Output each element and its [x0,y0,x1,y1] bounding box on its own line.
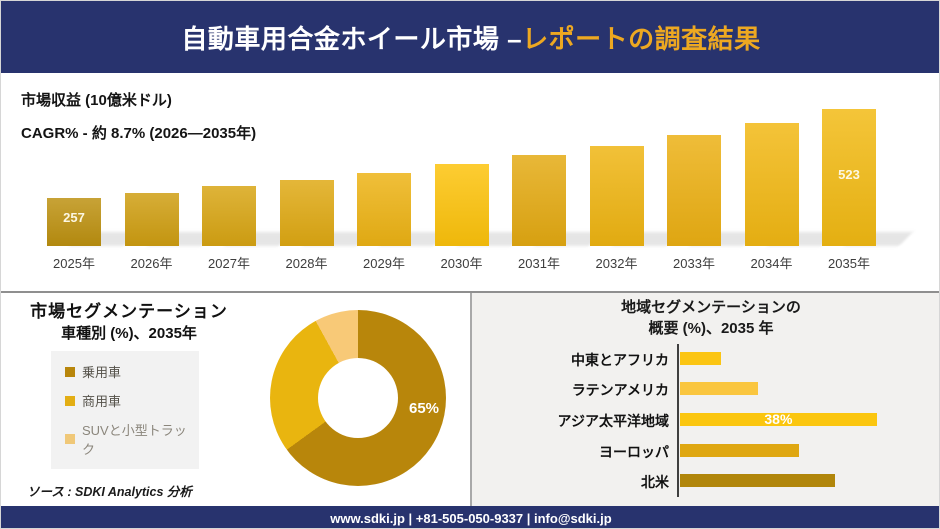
revenue-bar-2028年 [279,179,334,246]
region-label-4: ヨーロッパ [599,443,669,460]
x-axis-label: 2025年 [53,256,95,271]
revenue-bar-2025年 [47,198,101,246]
vehicle-type-legend: 乗用車 商用車 SUVと小型トラック [51,351,199,469]
x-axis-label: 2031年 [518,256,560,271]
cagr-label: CAGR% - 約 8.7% (2026―2035年) [21,125,257,142]
region-label-3: アジア太平洋地域 [557,412,669,429]
page-title-report: レポートの調査結果 [522,23,761,54]
x-axis-label: 2030年 [440,256,483,271]
bar-value-label: 257 [63,210,85,225]
vehicle-type-donut-chart [270,310,446,486]
legend-label-suv-light-trucks: SUVと小型トラック [82,423,187,457]
donut-share-label: 65% [408,400,440,417]
legend-item-commercial-vehicles: 商用車 [65,391,195,410]
revenue-bar-2031年 [512,154,566,246]
revenue-bar-2030年 [434,164,489,246]
region-label-2: ラテンアメリカ [571,382,669,399]
revenue-bar-2035年 [822,109,876,246]
regional-axis-line [677,344,679,497]
revenue-metric-label: 市場収益 (10億米ドル) [21,92,172,109]
legend-item-passenger-cars: 乗用車 [65,362,195,381]
region-bar-4 [680,443,800,457]
vertical-divider [470,293,472,506]
revenue-bar-2033年 [667,135,721,246]
region-label-1: 中東とアフリカ [571,351,669,368]
region-bar-value-label: 38% [764,410,793,427]
page-title-market: 自動車用合金ホイール市場 – [181,23,523,54]
regional-title-line2: 概要 (%)、2035 年 [648,320,774,337]
segmentation-title-line1: 市場セグメンテーション [30,302,228,321]
region-bar-3: 38% [680,410,877,427]
legend-label-passenger-cars: 乗用車 [82,365,122,380]
region-bar-2 [680,382,758,396]
header-band: 自動車用合金ホイール市場 –レポートの調査結果 [1,1,939,73]
regional-panel-background [472,293,939,506]
x-axis-label: 2035年 [828,256,870,271]
legend-swatch-suv-light-trucks [65,434,75,444]
horizontal-divider [1,291,939,293]
source-note: ソース : SDKI Analytics 分析 [27,485,192,499]
x-axis-label: 2028年 [285,256,328,271]
region-label-5: 北米 [641,474,669,491]
revenue-bar-2034年 [744,123,799,246]
x-axis-label: 2034年 [750,256,793,271]
revenue-bar-2027年 [202,185,256,246]
segmentation-title-line2: 車種別 (%)、2035年 [61,325,197,342]
x-axis-label: 2032年 [595,256,638,271]
legend-swatch-passenger-cars [65,366,75,377]
bar-value-label: 523 [838,166,860,182]
revenue-bar-2026年 [124,192,179,246]
footer-band: www.sdki.jp | +81-505-050-9337 | info@sd… [1,506,939,528]
regional-title-line1: 地域セグメンテーションの [621,299,801,316]
x-axis-label: 2033年 [673,256,715,271]
region-bar-5 [680,474,836,488]
revenue-bar-2032年 [589,146,644,246]
x-axis-label: 2029年 [363,256,405,271]
revenue-bar-2029年 [357,172,411,246]
x-axis-label: 2026年 [130,256,173,271]
legend-label-commercial-vehicles: 商用車 [82,394,122,409]
x-axis-label: 2027年 [208,256,250,271]
page-title: 自動車用合金ホイール市場 –レポートの調査結果 [181,19,760,56]
legend-swatch-commercial-vehicles [65,395,75,406]
legend-item-suv-light-trucks: SUVと小型トラック [65,420,195,458]
region-bar-1 [680,351,722,365]
footer-contact-text: www.sdki.jp | +81-505-050-9337 | info@sd… [330,510,612,526]
